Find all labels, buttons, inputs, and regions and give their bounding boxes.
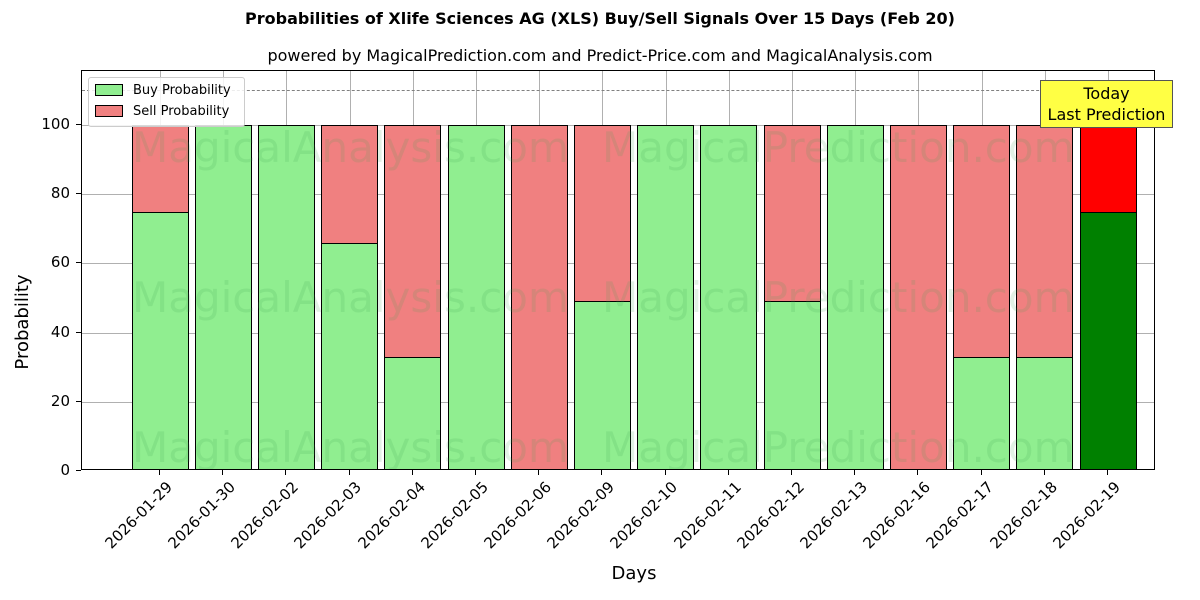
x-tick-mark bbox=[980, 470, 982, 475]
plot-area: MagicalAnalysis.comMagicalPrediction.com… bbox=[81, 70, 1155, 470]
x-tick-label: 2026-02-09 bbox=[543, 478, 619, 553]
bar-buy bbox=[573, 301, 631, 469]
x-tick-mark bbox=[411, 470, 413, 475]
y-tick-label: 40 bbox=[50, 322, 70, 341]
chart-title: Probabilities of Xlife Sciences AG (XLS)… bbox=[245, 9, 955, 28]
x-tick-mark bbox=[664, 470, 666, 475]
x-tick-mark bbox=[727, 470, 729, 475]
today-line1: Today bbox=[1083, 84, 1130, 103]
sell-swatch-icon bbox=[95, 105, 123, 117]
today-annotation: Today Last Prediction bbox=[1040, 80, 1173, 128]
x-tick-label: 2026-02-03 bbox=[290, 478, 366, 553]
x-tick-label: 2026-02-02 bbox=[227, 478, 303, 553]
x-tick-mark bbox=[1107, 470, 1108, 475]
y-tick-mark bbox=[76, 400, 81, 402]
bar-buy bbox=[826, 125, 884, 469]
x-tick-label: 2026-01-30 bbox=[164, 478, 239, 553]
bar-sell bbox=[953, 125, 1011, 358]
x-tick-mark bbox=[917, 470, 919, 475]
x-tick-mark bbox=[538, 470, 540, 475]
bar-buy bbox=[700, 125, 758, 469]
bar-buy bbox=[953, 356, 1011, 469]
bar-sell bbox=[321, 125, 379, 244]
y-tick-mark bbox=[76, 331, 81, 333]
buy-swatch-icon bbox=[95, 84, 123, 96]
bar-sell bbox=[573, 125, 631, 303]
bar-sell bbox=[1016, 125, 1074, 358]
reference-line bbox=[82, 90, 1154, 92]
x-tick-mark bbox=[475, 470, 476, 475]
legend-item-sell: Sell Probability bbox=[95, 103, 229, 119]
x-tick-label: 2026-02-13 bbox=[796, 478, 871, 553]
y-tick-label: 0 bbox=[60, 461, 70, 479]
x-tick-label: 2026-02-16 bbox=[859, 478, 935, 553]
bar-sell bbox=[1079, 125, 1137, 213]
x-tick-label: 2026-01-29 bbox=[101, 478, 176, 553]
x-tick-mark bbox=[348, 470, 350, 475]
x-tick-label: 2026-02-04 bbox=[354, 478, 429, 553]
x-tick-mark bbox=[1043, 470, 1045, 475]
x-tick-label: 2026-02-05 bbox=[417, 478, 492, 553]
x-tick-label: 2026-02-10 bbox=[606, 478, 682, 553]
x-tick-label: 2026-02-06 bbox=[480, 478, 555, 553]
x-tick-mark bbox=[601, 470, 603, 475]
bar-buy bbox=[131, 211, 189, 469]
bar-sell bbox=[889, 125, 947, 469]
bar-buy bbox=[321, 242, 379, 469]
y-tick-label: 60 bbox=[50, 253, 70, 272]
y-tick-label: 100 bbox=[41, 115, 70, 133]
y-tick-mark bbox=[76, 470, 81, 471]
legend-buy-label: Buy Probability bbox=[133, 82, 231, 98]
x-tick-mark bbox=[285, 470, 287, 475]
bar-buy bbox=[763, 301, 821, 469]
bar-buy bbox=[1016, 356, 1074, 469]
bar-sell bbox=[763, 125, 821, 303]
bar-buy bbox=[384, 356, 442, 469]
bar-sell bbox=[510, 125, 568, 469]
x-tick-label: 2026-02-11 bbox=[670, 478, 745, 553]
y-tick-label: 80 bbox=[50, 184, 70, 203]
bar-buy bbox=[447, 125, 505, 469]
bar-buy bbox=[194, 125, 252, 469]
x-tick-mark bbox=[222, 470, 224, 475]
x-tick-label: 2026-02-12 bbox=[733, 478, 808, 553]
x-tick-label: 2026-02-19 bbox=[1049, 478, 1124, 553]
y-tick-mark bbox=[76, 124, 81, 125]
x-tick-mark bbox=[791, 470, 792, 475]
legend: Buy Probability Sell Probability bbox=[88, 77, 245, 127]
x-tick-mark bbox=[854, 470, 856, 475]
bar-buy bbox=[257, 125, 315, 469]
legend-sell-label: Sell Probability bbox=[133, 103, 230, 119]
bar-sell bbox=[131, 125, 189, 213]
x-tick-label: 2026-02-17 bbox=[922, 478, 998, 553]
x-tick-mark bbox=[159, 470, 160, 475]
y-tick-label: 20 bbox=[50, 391, 70, 410]
bar-buy bbox=[1079, 211, 1137, 469]
y-tick-mark bbox=[76, 262, 81, 264]
bar-buy bbox=[637, 125, 695, 469]
x-tick-label: 2026-02-18 bbox=[986, 478, 1061, 553]
legend-item-buy: Buy Probability bbox=[95, 82, 231, 98]
bar-sell bbox=[384, 125, 442, 358]
x-axis-label: Days bbox=[611, 563, 657, 584]
y-tick-mark bbox=[76, 193, 81, 195]
today-line2: Last Prediction bbox=[1047, 105, 1166, 124]
chart-subtitle: powered by MagicalPrediction.com and Pre… bbox=[267, 46, 933, 65]
